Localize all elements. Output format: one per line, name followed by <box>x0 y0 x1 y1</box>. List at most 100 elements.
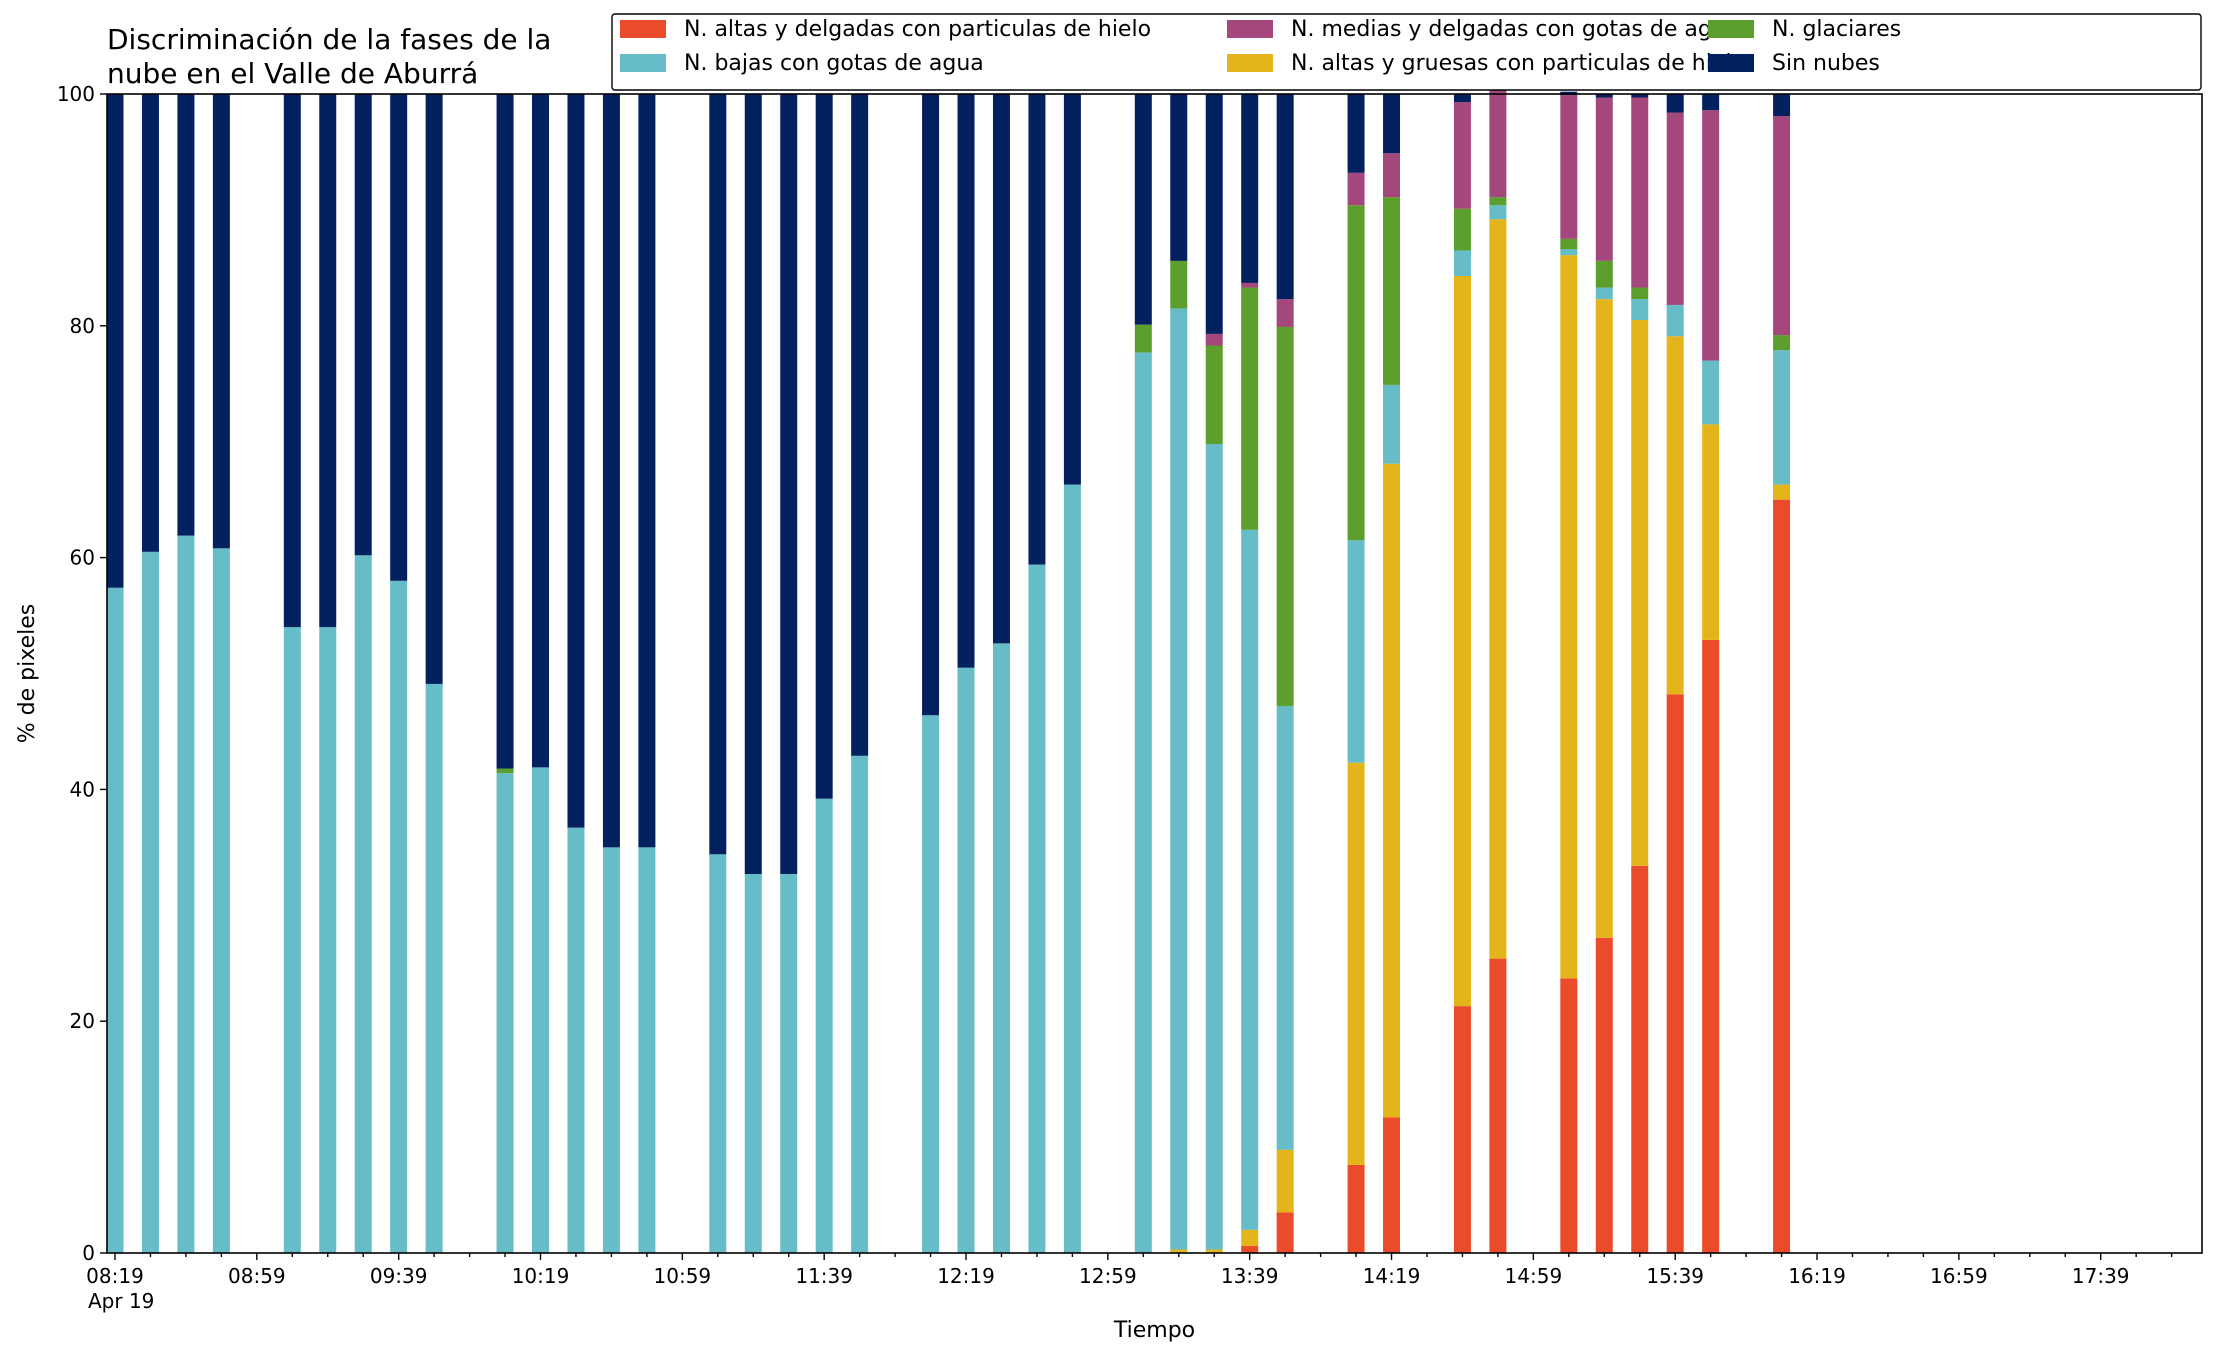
bar-segment <box>1383 1117 1401 1253</box>
bar-segment <box>1347 1164 1365 1253</box>
bar-segment <box>1595 937 1613 1253</box>
bar-segment <box>496 773 514 1253</box>
bar-segment <box>1560 978 1578 1253</box>
y-tick-label: 20 <box>70 1009 95 1033</box>
bar-segment <box>1453 275 1471 1007</box>
bar-segment <box>141 94 159 552</box>
bar-segment <box>1276 1212 1294 1253</box>
bar-segment <box>1241 94 1259 283</box>
x-tick-label: 14:59 <box>1505 1264 1563 1288</box>
x-date-label: Apr 19 <box>88 1289 154 1313</box>
x-tick-label: 17:39 <box>2072 1264 2130 1288</box>
bar-segment <box>638 847 656 1253</box>
bar-segment <box>1170 308 1188 1250</box>
bar-segment <box>177 94 195 536</box>
bar-segment <box>992 94 1010 644</box>
bar-segment <box>1560 95 1578 239</box>
bar-segment <box>1453 94 1471 103</box>
bar-segment <box>1347 762 1365 1165</box>
bar-segment <box>1276 705 1294 1150</box>
bar-segment <box>1595 287 1613 300</box>
bar-segment <box>1631 287 1649 300</box>
bar-segment <box>1134 352 1152 1254</box>
bar-segment <box>851 755 869 1253</box>
bar-segment <box>1453 208 1471 251</box>
bar-segment <box>709 854 727 1253</box>
bar-segment <box>1453 1006 1471 1253</box>
bar-segment <box>1063 94 1081 485</box>
bar-segment <box>1383 94 1401 154</box>
bar-segment <box>390 94 408 581</box>
legend-label: N. medias y delgadas con gotas de agua <box>1291 17 1739 42</box>
plot-frame <box>106 93 2203 1254</box>
bar-segment <box>496 768 514 774</box>
legend-label: Sin nubes <box>1772 51 1880 76</box>
bar-segment <box>1773 335 1791 351</box>
bar-segment <box>1773 484 1791 500</box>
y-tick-label: 80 <box>70 314 95 338</box>
bar-segment <box>1666 304 1684 337</box>
bar-segment <box>1595 299 1613 938</box>
y-tick-label: 40 <box>70 777 95 801</box>
bar-segment <box>1205 333 1223 346</box>
bar-segment <box>1631 97 1649 288</box>
bar-segment <box>141 551 159 1253</box>
x-tick-label: 11:39 <box>795 1264 853 1288</box>
bar-segment <box>106 94 124 588</box>
x-tick-label: 08:19 <box>86 1264 144 1288</box>
x-tick-label: 10:19 <box>512 1264 570 1288</box>
chart-title: Discriminación de la fases de la nube en … <box>107 23 551 90</box>
bar-segment <box>1134 324 1152 353</box>
legend-label: N. altas y delgadas con particulas de hi… <box>684 17 1151 42</box>
bar-segment <box>1383 384 1401 464</box>
bar-segment <box>1383 153 1401 198</box>
x-tick-label: 16:59 <box>1930 1264 1988 1288</box>
legend-label: N. altas y gruesas con particulas de hie… <box>1291 51 1745 76</box>
bar-segment <box>1666 336 1684 695</box>
bar-segment <box>106 587 124 1253</box>
bar-segment <box>1489 197 1507 206</box>
bar-segment <box>1241 1246 1259 1253</box>
bar-segment <box>1347 205 1365 541</box>
legend-swatch <box>1227 20 1273 38</box>
bar-segment <box>1489 958 1507 1253</box>
bar-segment <box>1453 250 1471 276</box>
bar-segment <box>354 555 372 1253</box>
bar-segment <box>1063 484 1081 1254</box>
bar-segment <box>177 535 195 1253</box>
bar-segment <box>1489 219 1507 959</box>
bar-segment <box>815 798 833 1253</box>
y-tick-label: 100 <box>57 82 95 106</box>
bar-segment <box>780 94 798 875</box>
bar-segment <box>1205 345 1223 445</box>
bar-segment <box>1383 463 1401 1118</box>
bar-segment <box>1773 116 1791 336</box>
bar-segment <box>283 94 301 628</box>
bar-segment <box>212 548 230 1253</box>
x-tick-label: 12:19 <box>937 1264 995 1288</box>
bar-segment <box>1276 299 1294 327</box>
bar-segment <box>744 94 762 875</box>
bar-segment <box>1595 94 1613 98</box>
bar-segment <box>1631 94 1649 98</box>
y-tick-label: 0 <box>82 1241 95 1265</box>
bar-segment <box>1631 320 1649 866</box>
bar-segment <box>1595 97 1613 261</box>
bar-segment <box>922 94 940 716</box>
bar-segment <box>709 94 727 855</box>
bar-segment <box>1702 110 1720 361</box>
x-tick-label: 15:39 <box>1646 1264 1704 1288</box>
bar-segment <box>425 94 443 684</box>
x-tick-label: 12:59 <box>1079 1264 1137 1288</box>
bar-segment <box>815 94 833 799</box>
chart-title-line: Discriminación de la fases de la <box>107 23 551 56</box>
bar-segment <box>354 94 372 556</box>
bar-segment <box>1241 529 1259 1230</box>
bar-segment <box>1347 172 1365 206</box>
bar-segment <box>1205 1249 1223 1253</box>
legend-box <box>611 13 2202 91</box>
legend-swatch <box>1708 20 1754 38</box>
bar-segment <box>496 94 514 769</box>
bar-segment <box>1170 1249 1188 1253</box>
